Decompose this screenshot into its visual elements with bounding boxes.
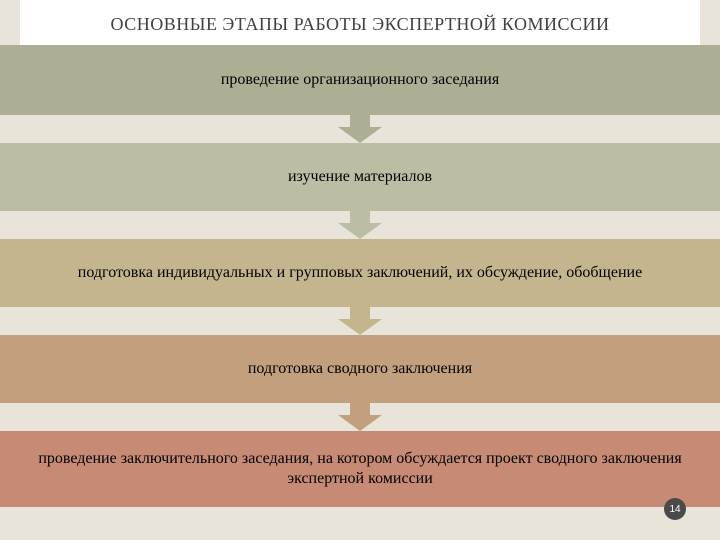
arrow-2 — [338, 211, 382, 239]
stage-4-label: подготовка сводного заключения — [248, 359, 472, 379]
arrow-3 — [338, 307, 382, 335]
page-number-badge: 14 — [664, 498, 686, 520]
stage-2: изучение материалов — [0, 143, 720, 211]
page-title: ОСНОВНЫЕ ЭТАПЫ РАБОТЫ ЭКСПЕРТНОЙ КОМИССИ… — [111, 14, 610, 34]
stage-5: проведение заключительного заседания, на… — [0, 431, 720, 507]
stage-1: проведение организационного заседания — [0, 45, 720, 115]
flow-container: проведение организационного заседания изу… — [0, 45, 720, 507]
stage-5-label: проведение заключительного заседания, на… — [18, 449, 702, 489]
arrow-4 — [338, 403, 382, 431]
stage-4: подготовка сводного заключения — [0, 335, 720, 403]
stage-3-label: подготовка индивидуальных и групповых за… — [78, 263, 642, 283]
stage-2-label: изучение материалов — [288, 167, 432, 187]
arrow-1 — [338, 115, 382, 143]
stage-3: подготовка индивидуальных и групповых за… — [0, 239, 720, 307]
title-container: ОСНОВНЫЕ ЭТАПЫ РАБОТЫ ЭКСПЕРТНОЙ КОМИССИ… — [20, 0, 700, 45]
page-number: 14 — [669, 504, 680, 515]
stage-1-label: проведение организационного заседания — [221, 70, 499, 90]
